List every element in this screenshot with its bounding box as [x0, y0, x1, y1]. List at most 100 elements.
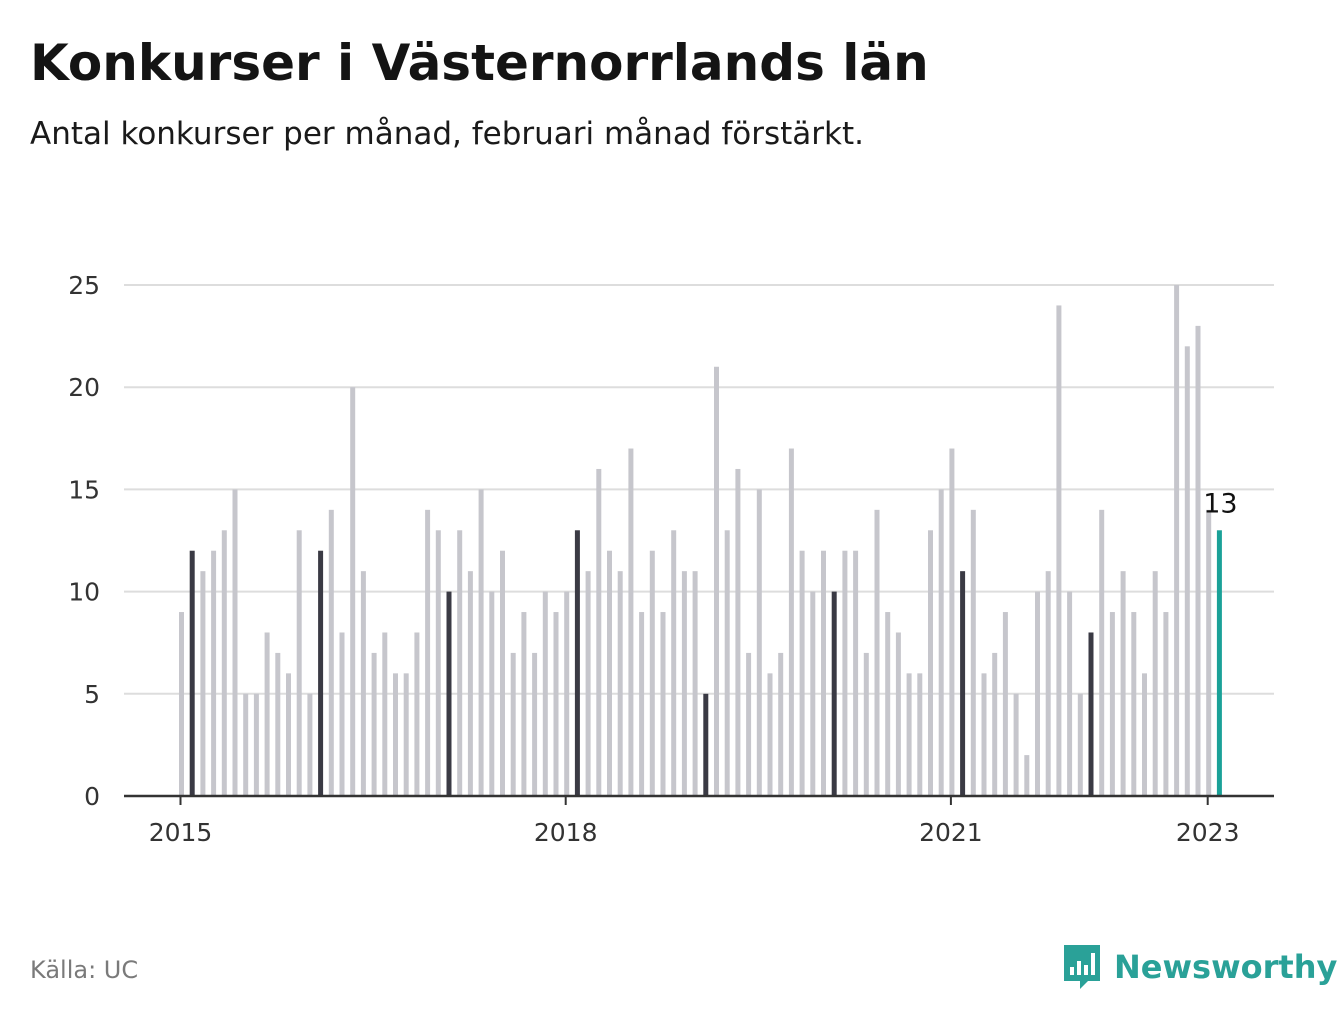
bar [1131, 612, 1137, 796]
bar [1142, 673, 1147, 796]
bar [810, 591, 816, 796]
bar [1109, 612, 1115, 796]
source-note: Källa: UC [30, 956, 139, 984]
bar [992, 652, 998, 796]
bar [457, 530, 463, 796]
bar [553, 612, 559, 796]
bar [211, 550, 217, 796]
bar [885, 612, 891, 796]
y-tick-label: 20 [68, 373, 100, 402]
bar [895, 632, 901, 796]
value-labels: 13 [1203, 488, 1237, 519]
x-tick-label: 2023 [1176, 818, 1240, 847]
bar [1206, 509, 1212, 796]
bar [478, 489, 484, 796]
newsworthy-logo-icon [1064, 945, 1100, 989]
bar [917, 673, 923, 796]
bar [874, 509, 880, 796]
bar [1195, 325, 1201, 796]
bar [243, 693, 249, 796]
bar [275, 652, 281, 796]
bar [628, 448, 634, 796]
bars [179, 285, 1222, 796]
bar [500, 550, 505, 796]
bar [970, 509, 976, 796]
bar [1099, 509, 1105, 796]
bar [564, 591, 570, 796]
bar [778, 652, 784, 796]
chart-title: Konkurser i Västernorrlands län [30, 34, 929, 92]
brand-name: Newsworthy [1114, 948, 1338, 986]
bar [1024, 755, 1030, 796]
bar [350, 387, 356, 796]
y-tick-label: 0 [84, 782, 100, 811]
bar [714, 366, 719, 796]
bar [617, 571, 623, 796]
bar [467, 571, 473, 796]
y-tick-label: 10 [68, 578, 100, 607]
bar [767, 673, 773, 796]
bar [1152, 571, 1158, 796]
bar [692, 571, 698, 796]
bar [585, 571, 591, 796]
bar [382, 632, 388, 796]
bar-chart: 0 5 10 15 20 25 2015 2018 2021 2023 13 [68, 271, 1274, 847]
bar [639, 612, 645, 796]
bar [671, 530, 677, 796]
y-tick-label: 15 [68, 475, 100, 504]
bar [253, 693, 259, 796]
bar [200, 571, 206, 796]
y-axis-labels: 0 5 10 15 20 25 [68, 271, 100, 811]
gridlines [124, 284, 1274, 695]
bar [853, 550, 859, 796]
bar [788, 448, 794, 796]
bar [949, 448, 955, 796]
bar [724, 530, 730, 796]
bar-february [318, 550, 324, 796]
bar [756, 489, 762, 796]
bar [221, 530, 227, 796]
bar [296, 530, 302, 796]
bar [264, 632, 270, 796]
bar [1184, 346, 1190, 796]
bar [1002, 612, 1008, 796]
bar [360, 571, 366, 796]
x-tick-label: 2021 [919, 818, 983, 847]
bar [1013, 693, 1019, 796]
bar [1077, 693, 1083, 796]
bar [981, 673, 987, 796]
bar [735, 468, 741, 796]
bar [660, 612, 666, 796]
bar [607, 550, 612, 796]
bar [1067, 591, 1073, 796]
bar [928, 530, 933, 796]
bar [842, 550, 848, 796]
bar [307, 693, 313, 796]
y-tick-label: 5 [84, 680, 100, 709]
bar [403, 673, 409, 796]
x-axis: 2015 2018 2021 2023 [124, 794, 1274, 847]
bar [681, 571, 687, 796]
bar-latest [1216, 530, 1222, 796]
bar-february [703, 693, 709, 796]
bar [371, 652, 377, 796]
bar [938, 489, 944, 796]
bar [393, 673, 398, 796]
bar [1120, 571, 1126, 796]
bar [414, 632, 420, 796]
bar [1056, 305, 1062, 796]
bar-february [574, 530, 580, 796]
bar [821, 550, 826, 796]
bar [532, 652, 538, 796]
bar [1163, 612, 1169, 796]
bar [521, 612, 527, 796]
y-tick-label: 25 [68, 271, 100, 300]
bar [1174, 285, 1180, 796]
bar [489, 591, 495, 796]
bar-february [960, 571, 966, 796]
bar [649, 550, 655, 796]
chart-subtitle: Antal konkurser per månad, februari måna… [30, 116, 864, 152]
bar [510, 652, 516, 796]
bar [328, 509, 334, 796]
bar [286, 673, 291, 796]
